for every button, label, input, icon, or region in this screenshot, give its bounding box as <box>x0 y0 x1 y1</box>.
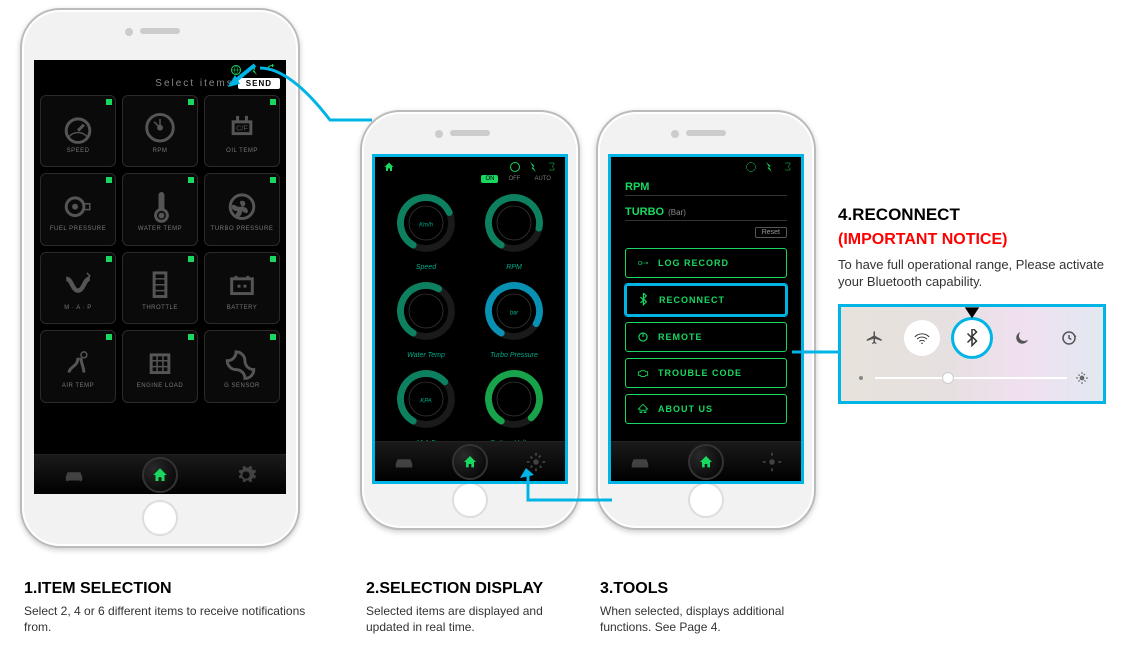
nav-car-icon[interactable] <box>393 451 415 473</box>
menu-log-record[interactable]: LOG RECORD <box>625 248 787 278</box>
tile-battery[interactable]: BATTERY <box>204 252 280 324</box>
gauge-turbo-pressure: barTurbo Pressure <box>477 277 551 359</box>
tile-water-temp[interactable]: WATER TEMP <box>122 173 198 245</box>
tile-engine-load[interactable]: ENGINE LOAD <box>122 330 198 402</box>
section-4-body: To have full operational range, Please a… <box>838 257 1118 291</box>
caption-1-body: Select 2, 4 or 6 different items to rece… <box>24 604 314 635</box>
caption-1-title: 1.ITEM SELECTION <box>24 580 314 598</box>
caption-3: 3.TOOLS When selected, displays addition… <box>600 580 820 635</box>
tools-menu: LOG RECORD RECONNECT REMOTE TROUBLE CODE ABO… <box>611 248 801 424</box>
arrow-gear-to-tools <box>520 460 620 520</box>
nav-car-icon[interactable] <box>63 464 85 486</box>
toggle-on[interactable]: ON <box>481 175 498 183</box>
tile-fuel-pressure[interactable]: FUEL PRESSURE <box>40 173 116 245</box>
gauge-speed: Km/hSpeed <box>389 189 463 271</box>
tile-rpm[interactable]: RPM <box>122 95 198 167</box>
phone-3-screen: RPM TURBO(Bar) Reset LOG RECORD RECONNECT… <box>608 154 804 484</box>
control-center-panel <box>838 304 1106 404</box>
section-4-notice: (IMPORTANT NOTICE) <box>838 231 1118 249</box>
cc-rotate-lock-icon[interactable] <box>1051 320 1087 356</box>
tile-m-a-p[interactable]: M · A · P <box>40 252 116 324</box>
phone-2-screen: ON OFF AUTO Km/hSpeedRPMWater TempbarTur… <box>372 154 568 484</box>
menu-about-us[interactable]: ABOUT US <box>625 394 787 424</box>
tile-throttle[interactable]: THROTTLE <box>122 252 198 324</box>
toggle-auto[interactable]: AUTO <box>530 175 555 183</box>
section-4-title: 4.RECONNECT <box>838 205 1118 225</box>
brightness-slider[interactable] <box>851 371 1093 385</box>
line-reconnect-to-cc <box>792 350 842 354</box>
gauge-rpm: RPM <box>477 189 551 271</box>
gauge-m-a-p: KPAM.A.P <box>389 365 463 447</box>
tile-g-sensor[interactable]: G SENSOR <box>204 330 280 402</box>
nav-gear-icon[interactable] <box>761 451 783 473</box>
gauge-battery-voltage: Battery Voltage <box>477 365 551 447</box>
nav-home-button[interactable] <box>452 444 488 480</box>
nav-home-button[interactable] <box>142 457 178 493</box>
caption-1: 1.ITEM SELECTION Select 2, 4 or 6 differ… <box>24 580 314 635</box>
rpm-heading: RPM <box>611 173 801 195</box>
tile-speed[interactable]: SPEED <box>40 95 116 167</box>
menu-trouble-code[interactable]: TROUBLE CODE <box>625 358 787 388</box>
svg-text:KPA: KPA <box>420 398 431 404</box>
bottom-nav-3 <box>611 441 801 481</box>
tile-air-temp[interactable]: AIR TEMP <box>40 330 116 402</box>
caption-2-body: Selected items are displayed and updated… <box>366 604 576 635</box>
mode-toggles: ON OFF AUTO <box>375 173 565 187</box>
menu-remote[interactable]: REMOTE <box>625 322 787 352</box>
toggle-off[interactable]: OFF <box>504 175 524 183</box>
caption-2: 2.SELECTION DISPLAY Selected items are d… <box>366 580 576 635</box>
bottom-nav <box>34 454 286 494</box>
status-bar-2 <box>375 157 565 173</box>
gauge-grid: Km/hSpeedRPMWater TempbarTurbo PressureK… <box>375 187 565 449</box>
svg-text:Km/h: Km/h <box>419 222 434 228</box>
svg-text:bar: bar <box>510 310 520 316</box>
nav-home-button[interactable] <box>688 444 724 480</box>
cc-airplane-icon[interactable] <box>857 320 893 356</box>
tile-turbo-pressure[interactable]: TURBO PRESSURE <box>204 173 280 245</box>
arrow-send-to-display <box>210 60 390 180</box>
cc-moon-icon[interactable] <box>1004 320 1040 356</box>
reset-button[interactable]: Reset <box>755 227 787 238</box>
caption-3-body: When selected, displays additional funct… <box>600 604 820 635</box>
cc-wifi-icon[interactable] <box>904 320 940 356</box>
nav-gear-icon[interactable] <box>235 464 257 486</box>
status-bar-3 <box>611 157 801 173</box>
caption-2-title: 2.SELECTION DISPLAY <box>366 580 576 598</box>
caption-3-title: 3.TOOLS <box>600 580 820 598</box>
section-4-caption: 4.RECONNECT (IMPORTANT NOTICE) To have f… <box>838 205 1118 291</box>
phone-3: RPM TURBO(Bar) Reset LOG RECORD RECONNECT… <box>596 110 816 530</box>
turbo-heading: TURBO(Bar) <box>611 198 801 220</box>
nav-car-icon[interactable] <box>629 451 651 473</box>
cc-bluetooth-icon[interactable] <box>951 317 993 359</box>
menu-reconnect[interactable]: RECONNECT <box>625 284 787 316</box>
gauge-water-temp: Water Temp <box>389 277 463 359</box>
